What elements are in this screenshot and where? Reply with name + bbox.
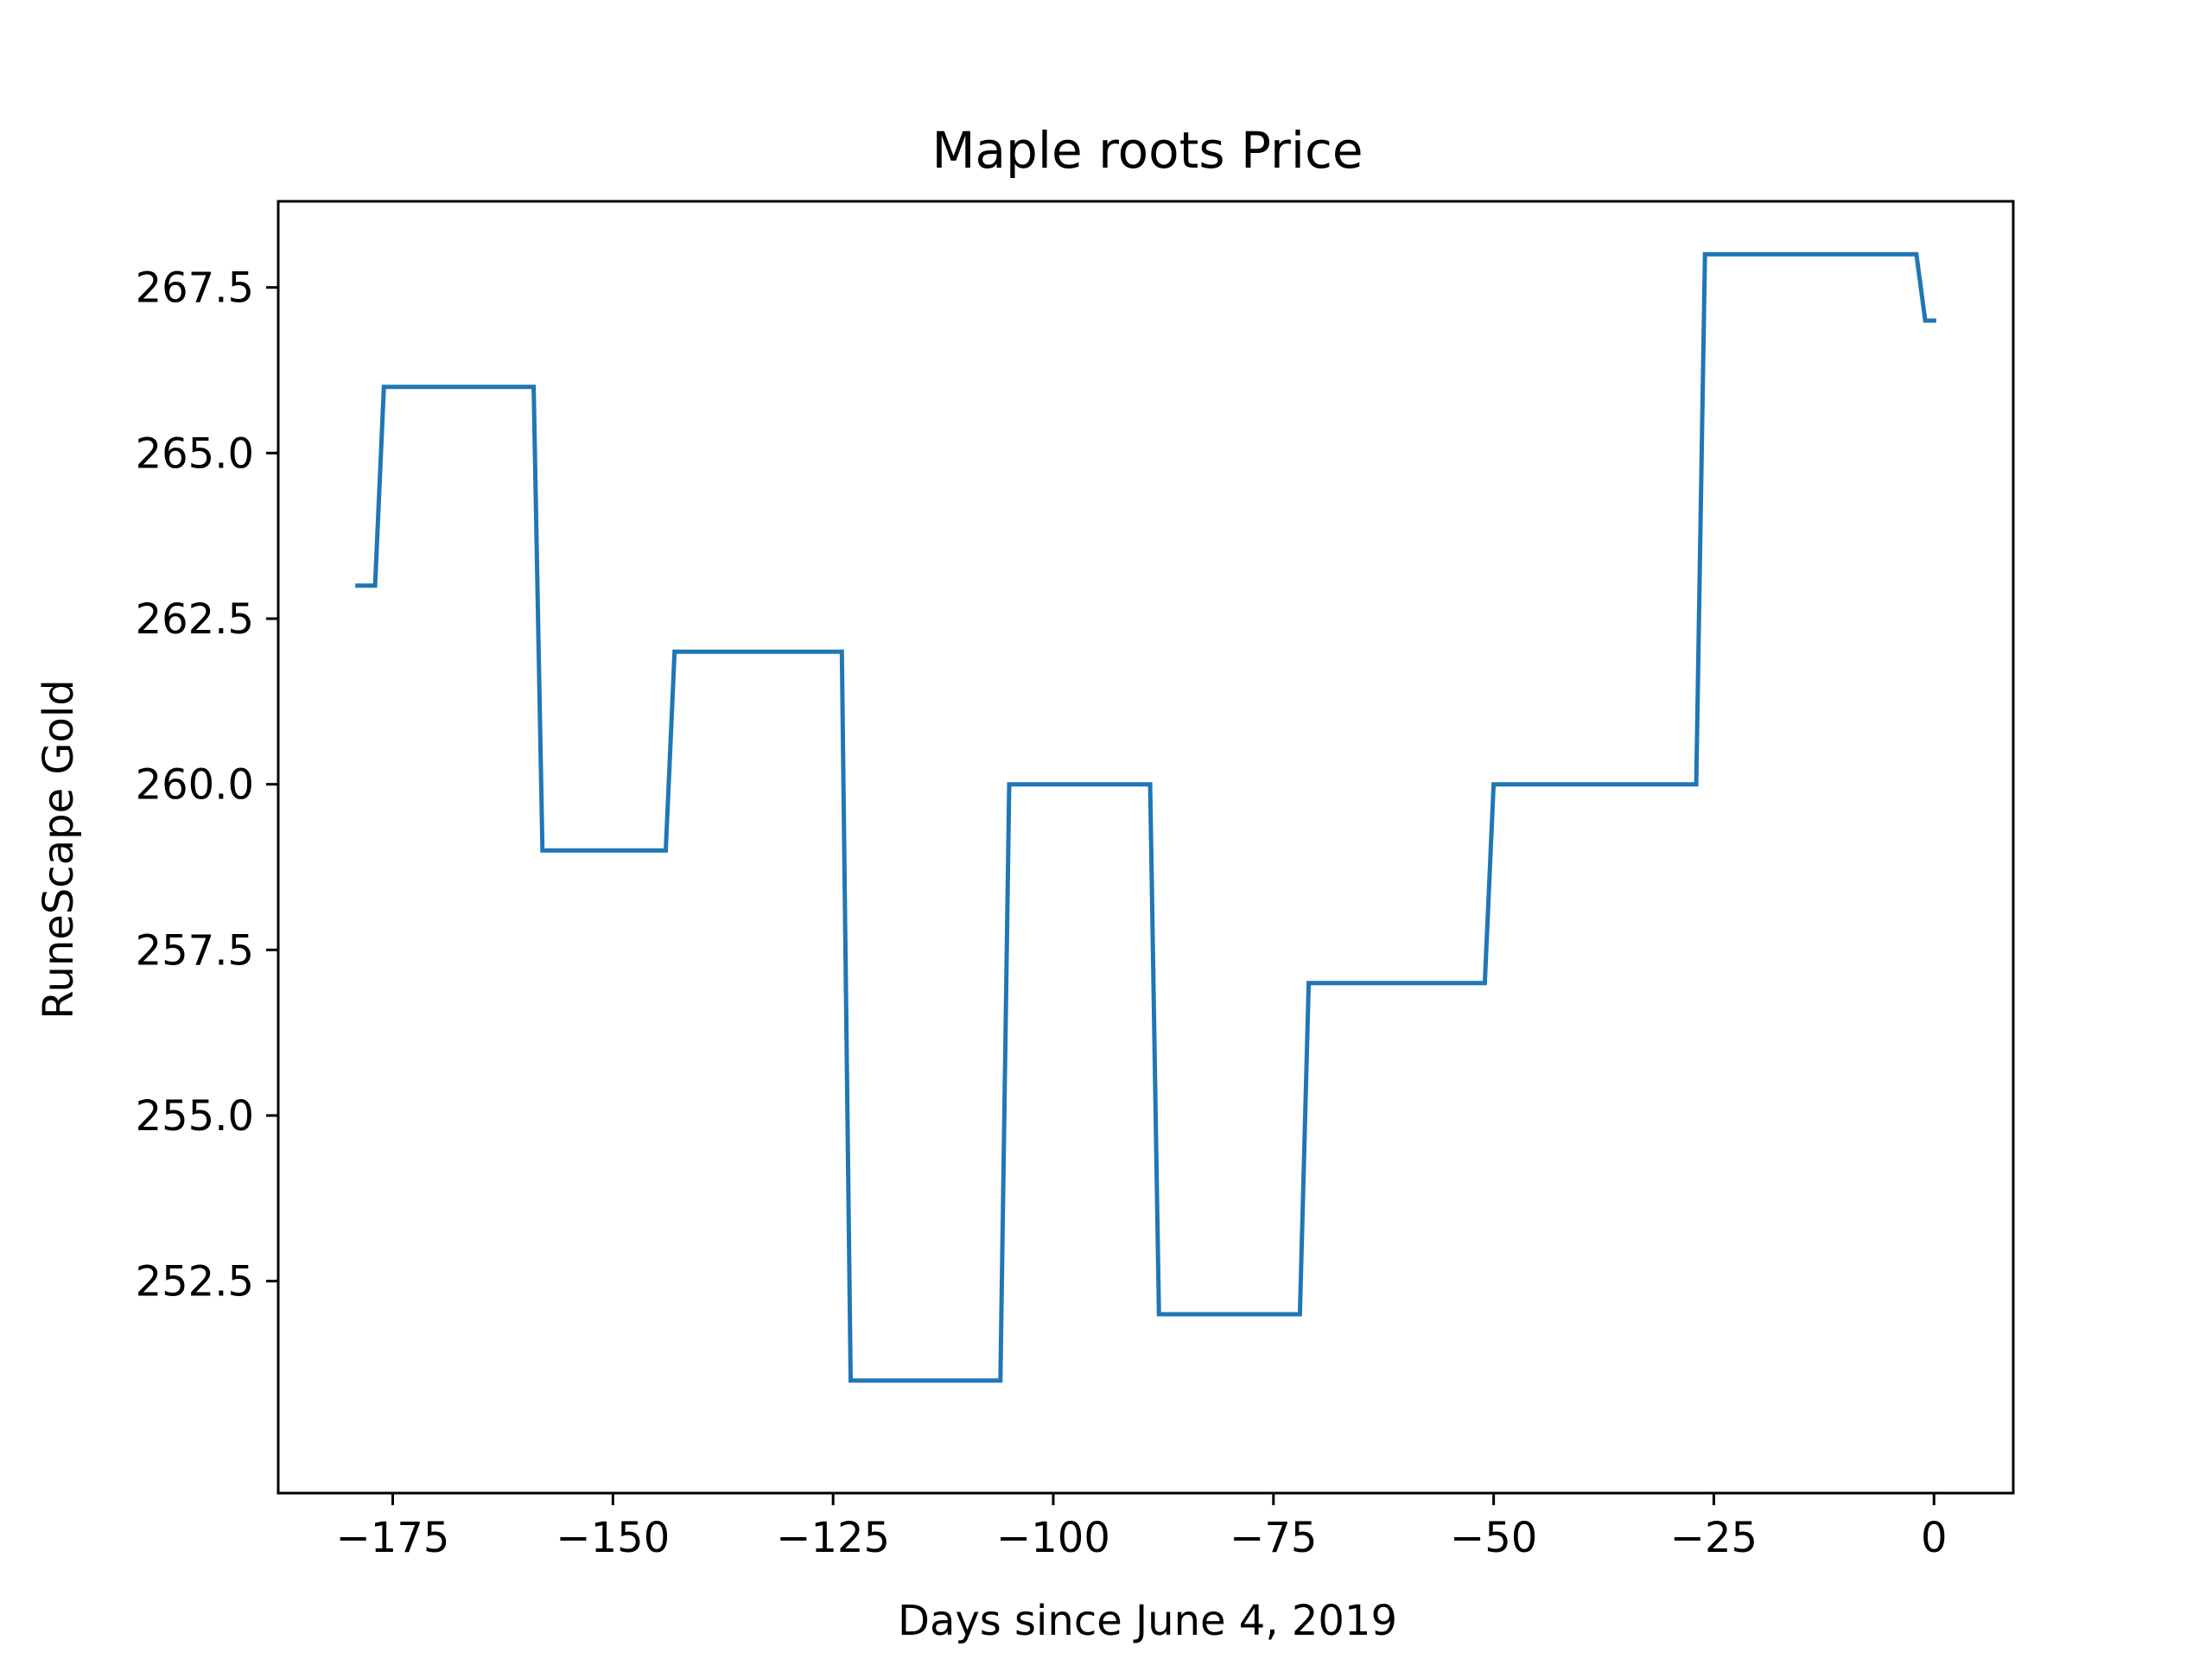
y-tick-label: 257.5 xyxy=(136,926,254,975)
x-tick-label: −150 xyxy=(556,1514,670,1562)
x-tick-label: −25 xyxy=(1670,1514,1758,1562)
x-axis: −175 −150 −125 −100 −75 −50 −25 0 xyxy=(336,1493,1948,1562)
x-tick-label: −75 xyxy=(1230,1514,1317,1562)
x-tick-label: −175 xyxy=(336,1514,450,1562)
plot-area xyxy=(355,251,1936,1383)
x-tick-label: −50 xyxy=(1450,1514,1537,1562)
chart-title: Maple roots Price xyxy=(931,121,1363,180)
y-tick-label: 265.0 xyxy=(136,429,254,478)
y-tick-label: 267.5 xyxy=(136,264,254,313)
x-tick-label: 0 xyxy=(1921,1514,1948,1562)
plot-frame xyxy=(276,200,2015,1495)
y-axis-label: RuneScape Gold xyxy=(35,679,83,1019)
x-tick-label: −125 xyxy=(776,1514,890,1562)
y-tick-label: 262.5 xyxy=(136,595,254,644)
y-tick-label: 252.5 xyxy=(136,1258,254,1306)
x-tick-label: −100 xyxy=(996,1514,1110,1562)
y-axis: 252.5 255.0 257.5 260.0 262.5 265.0 267.5 xyxy=(136,264,278,1306)
series-line-0 xyxy=(355,251,1936,1383)
y-tick-label: 260.0 xyxy=(136,761,254,810)
y-tick-label: 255.0 xyxy=(136,1092,254,1141)
x-axis-label: Days since June 4, 2019 xyxy=(898,1597,1397,1645)
